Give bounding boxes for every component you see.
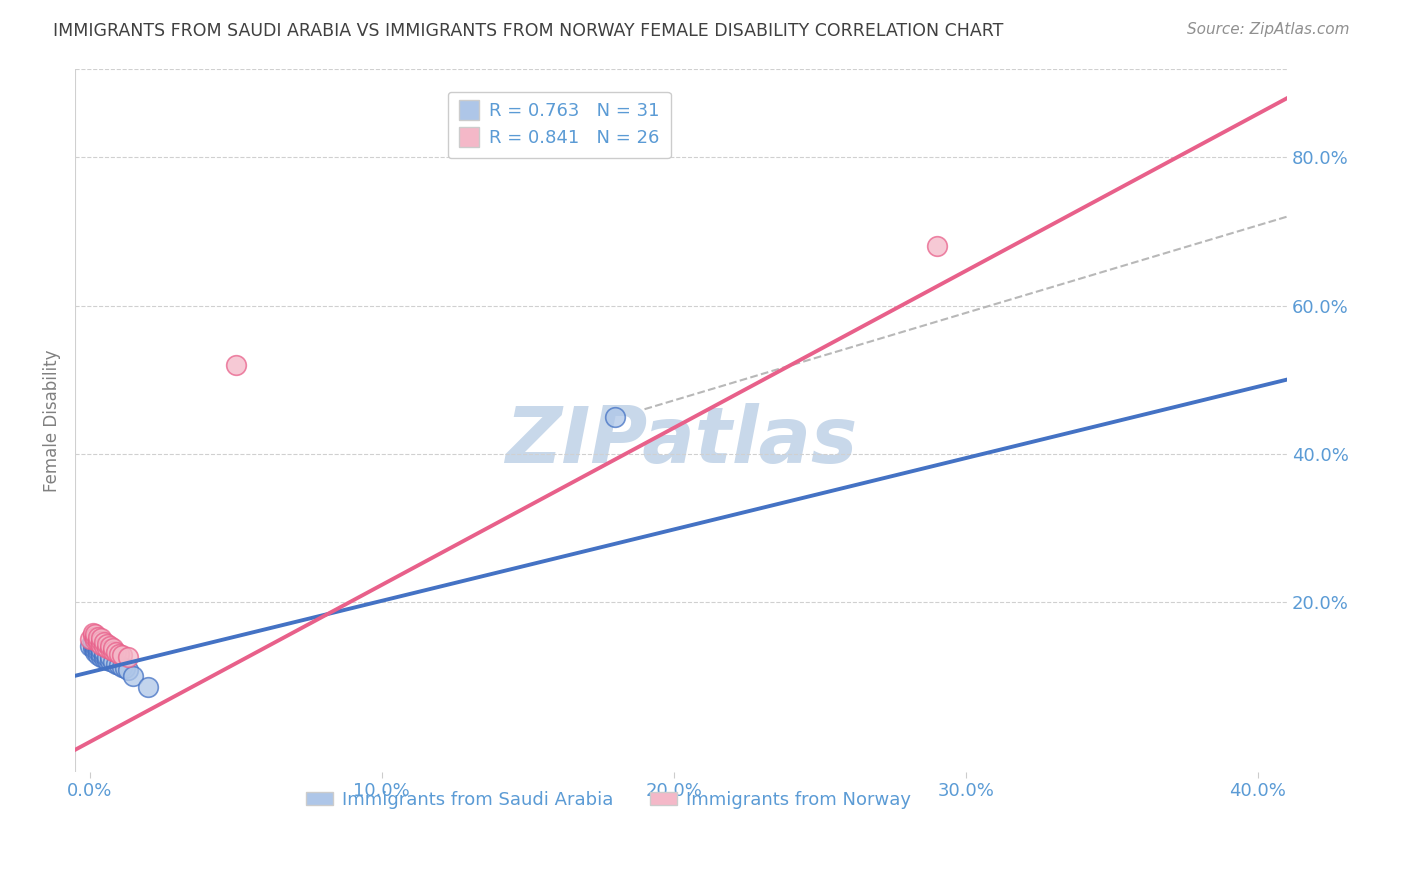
Point — [225, 358, 247, 372]
Point — [90, 638, 112, 652]
Text: Source: ZipAtlas.com: Source: ZipAtlas.com — [1187, 22, 1350, 37]
Point — [98, 642, 121, 657]
Point — [93, 651, 115, 665]
Point — [98, 639, 121, 653]
Point — [101, 643, 124, 657]
Point — [84, 633, 107, 648]
Point — [98, 654, 121, 668]
Point — [122, 669, 145, 683]
Point — [84, 630, 107, 644]
Point — [84, 645, 107, 659]
Point — [117, 650, 139, 665]
Point — [87, 640, 110, 655]
Point — [82, 640, 104, 655]
Legend: Immigrants from Saudi Arabia, Immigrants from Norway: Immigrants from Saudi Arabia, Immigrants… — [298, 783, 918, 816]
Point — [101, 640, 124, 655]
Point — [96, 649, 118, 664]
Point — [87, 648, 110, 662]
Point — [111, 648, 134, 662]
Point — [96, 652, 118, 666]
Point — [108, 647, 131, 661]
Y-axis label: Female Disability: Female Disability — [44, 349, 60, 491]
Point — [108, 658, 131, 673]
Point — [84, 642, 107, 657]
Point — [93, 635, 115, 649]
Point — [117, 663, 139, 677]
Point — [90, 634, 112, 648]
Point — [96, 637, 118, 651]
Point — [104, 645, 127, 659]
Point — [84, 637, 107, 651]
Point — [925, 239, 948, 253]
Point — [93, 648, 115, 662]
Point — [90, 643, 112, 657]
Text: ZIPatlas: ZIPatlas — [505, 403, 858, 479]
Point — [82, 635, 104, 649]
Point — [90, 631, 112, 645]
Point — [93, 645, 115, 659]
Point — [96, 640, 118, 655]
Point — [114, 661, 136, 675]
Point — [90, 647, 112, 661]
Point — [93, 639, 115, 653]
Point — [79, 639, 101, 653]
Point — [82, 638, 104, 652]
Point — [87, 632, 110, 647]
Point — [87, 639, 110, 653]
Text: IMMIGRANTS FROM SAUDI ARABIA VS IMMIGRANTS FROM NORWAY FEMALE DISABILITY CORRELA: IMMIGRANTS FROM SAUDI ARABIA VS IMMIGRAN… — [53, 22, 1004, 40]
Point — [84, 627, 107, 641]
Point — [90, 649, 112, 664]
Point — [79, 632, 101, 646]
Point — [111, 660, 134, 674]
Point — [98, 650, 121, 665]
Point — [82, 628, 104, 642]
Point — [82, 625, 104, 640]
Point — [605, 409, 627, 424]
Point — [101, 656, 124, 670]
Point — [104, 657, 127, 671]
Point — [84, 639, 107, 653]
Point — [87, 630, 110, 644]
Point — [87, 644, 110, 658]
Point — [136, 680, 159, 694]
Point — [87, 635, 110, 649]
